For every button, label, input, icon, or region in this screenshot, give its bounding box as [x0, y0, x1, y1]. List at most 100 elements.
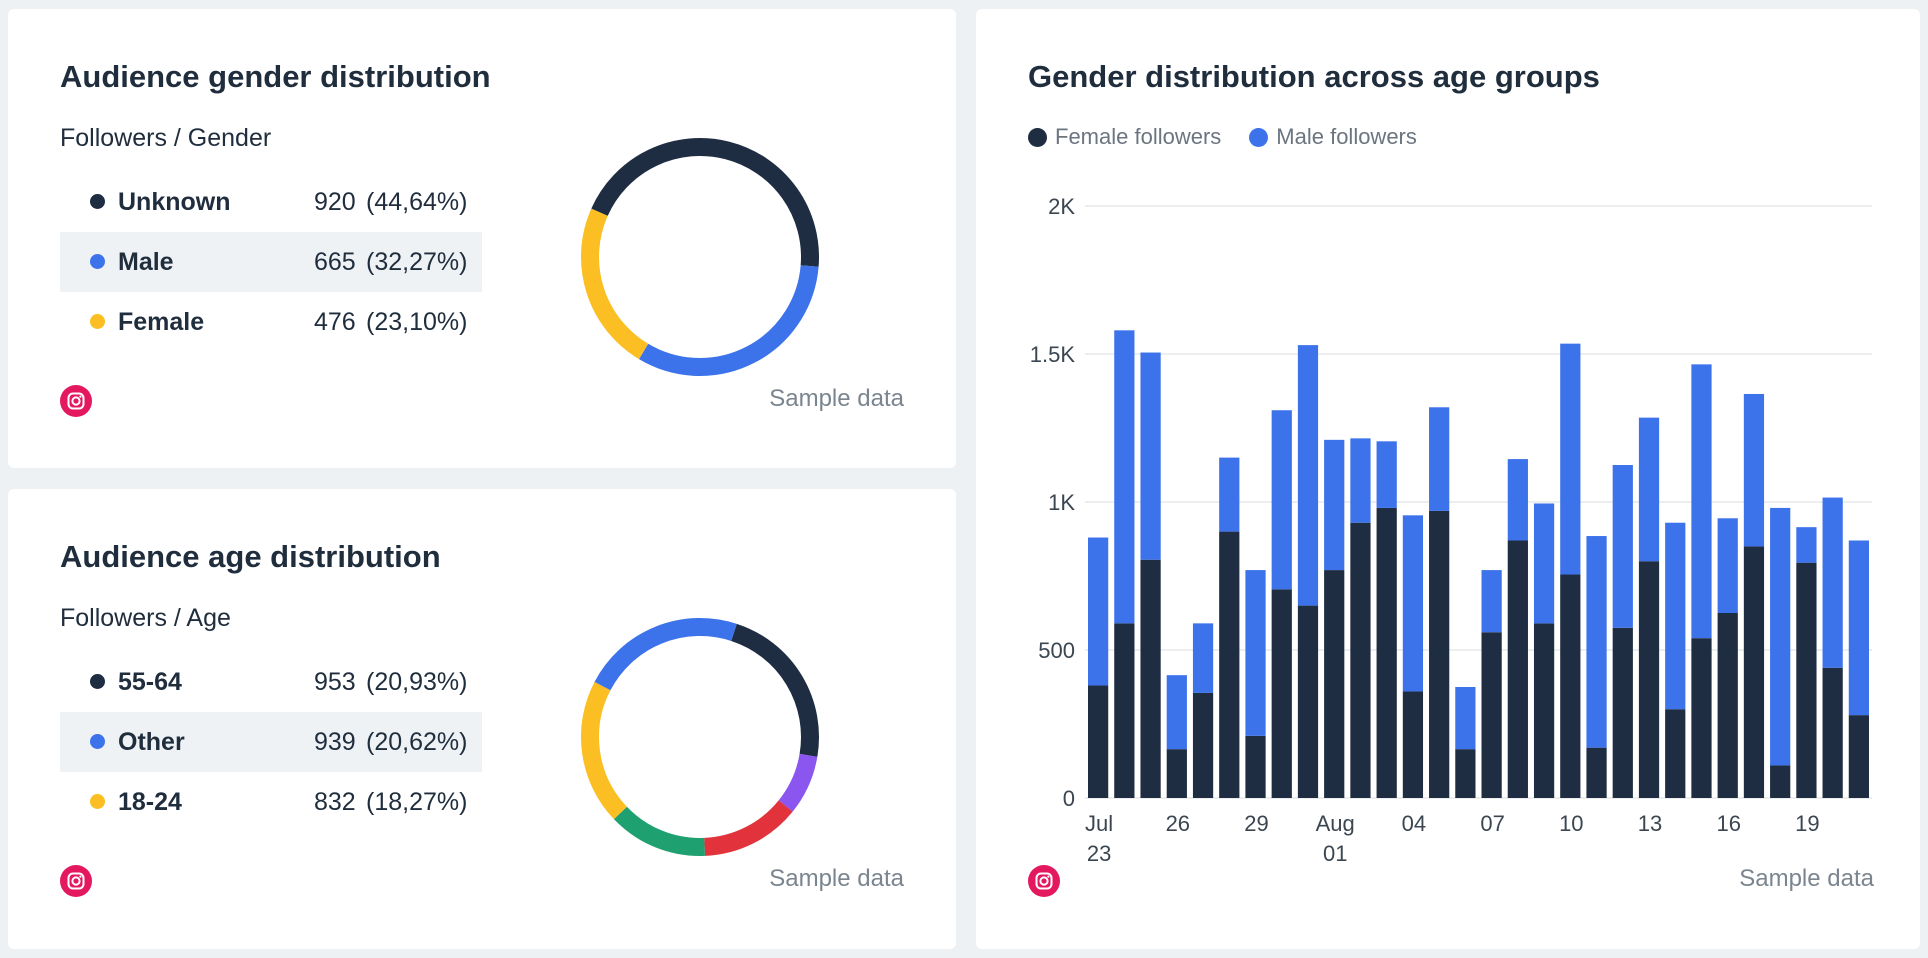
bar-male[interactable] — [1245, 570, 1266, 736]
legend-row[interactable]: Other 939 (20,62%) — [60, 712, 482, 772]
bar-female[interactable] — [1402, 691, 1424, 798]
bar-female[interactable] — [1114, 623, 1135, 798]
bar-male[interactable] — [1770, 507, 1791, 766]
bar-female[interactable] — [1481, 632, 1502, 798]
bar-female[interactable] — [1533, 623, 1555, 798]
bar-female[interactable] — [1455, 749, 1476, 798]
instagram-icon — [60, 865, 92, 897]
legend-dot — [90, 794, 105, 809]
bar-male[interactable] — [1638, 417, 1660, 562]
bar-male[interactable] — [1429, 407, 1450, 511]
donut-slice-35-44[interactable] — [703, 800, 793, 856]
bar-male[interactable] — [1691, 364, 1712, 639]
bar-female[interactable] — [1271, 589, 1292, 798]
legend-item-female[interactable]: Female followers — [1028, 124, 1221, 150]
bar-chart-legend: Female followers Male followers — [1028, 124, 1445, 150]
legend-value: 939 — [314, 727, 356, 756]
bar-female[interactable] — [1796, 562, 1817, 798]
bar-male[interactable] — [1848, 540, 1869, 716]
bar-female[interactable] — [1691, 638, 1712, 798]
legend-value: 920 — [314, 187, 356, 216]
bar-female[interactable] — [1717, 613, 1738, 798]
bar-female[interactable] — [1324, 570, 1345, 798]
y-tick-label: 1.5K — [1030, 342, 1076, 367]
legend-item-male[interactable]: Male followers — [1249, 124, 1417, 150]
legend-row[interactable]: Male 665 (32,27%) — [60, 232, 482, 292]
bar-female[interactable] — [1350, 522, 1371, 798]
donut-slice-unknown[interactable] — [591, 138, 819, 267]
bar-female[interactable] — [1743, 546, 1765, 798]
bar-female[interactable] — [1638, 561, 1660, 798]
bar-male[interactable] — [1481, 570, 1502, 633]
bar-male[interactable] — [1560, 343, 1581, 575]
legend-label: Unknown — [118, 187, 231, 216]
bar-female[interactable] — [1245, 735, 1266, 798]
bar-female[interactable] — [1192, 692, 1214, 798]
bar-male[interactable] — [1402, 515, 1424, 692]
bar-male[interactable] — [1822, 497, 1843, 668]
bar-male[interactable] — [1166, 675, 1187, 750]
legend-row[interactable]: Female 476 (23,10%) — [60, 292, 482, 352]
y-tick-label: 2K — [1048, 194, 1075, 219]
donut-slice-male[interactable] — [638, 265, 819, 376]
bar-female[interactable] — [1560, 574, 1581, 798]
legend-dot — [90, 194, 105, 209]
legend-label: Male — [118, 247, 174, 276]
bar-female[interactable] — [1166, 749, 1187, 798]
card-title: Gender distribution across age groups — [1028, 59, 1600, 94]
bar-female[interactable] — [1219, 531, 1240, 798]
bar-female[interactable] — [1088, 685, 1109, 798]
bar-female[interactable] — [1429, 510, 1450, 798]
bar-male[interactable] — [1088, 537, 1109, 686]
legend-label: Female followers — [1055, 124, 1222, 149]
bar-male[interactable] — [1533, 503, 1555, 624]
legend-row[interactable]: 55-64 953 (20,93%) — [60, 652, 482, 712]
donut-slice-25-34[interactable] — [778, 753, 818, 812]
bar-male[interactable] — [1586, 536, 1607, 748]
gender-donut-chart[interactable] — [570, 127, 830, 387]
bar-male[interactable] — [1507, 459, 1528, 541]
bar-female[interactable] — [1140, 559, 1161, 798]
bar-male[interactable] — [1350, 438, 1371, 523]
bar-female[interactable] — [1376, 507, 1397, 798]
bar-male[interactable] — [1271, 410, 1292, 590]
donut-slice-45-54[interactable] — [613, 806, 705, 856]
legend-row[interactable]: Unknown 920 (44,64%) — [60, 172, 482, 232]
legend-label: Male followers — [1276, 124, 1417, 149]
bar-male[interactable] — [1376, 441, 1397, 508]
instagram-icon — [60, 385, 92, 417]
legend-percent: (18,27%) — [366, 787, 468, 816]
age-donut-chart[interactable] — [570, 607, 830, 867]
legend-row[interactable]: 18-24 832 (18,27%) — [60, 772, 482, 832]
bar-female[interactable] — [1586, 747, 1607, 798]
legend-percent: (32,27%) — [366, 247, 468, 276]
donut-slice-18-24[interactable] — [581, 681, 628, 820]
bar-female[interactable] — [1770, 765, 1791, 798]
bar-male[interactable] — [1114, 330, 1135, 624]
bar-male[interactable] — [1219, 457, 1240, 532]
bar-female[interactable] — [1822, 667, 1843, 798]
bar-female[interactable] — [1665, 709, 1686, 798]
bar-male[interactable] — [1455, 687, 1476, 750]
bar-male[interactable] — [1743, 393, 1765, 547]
bar-female[interactable] — [1297, 605, 1319, 798]
bar-male[interactable] — [1192, 623, 1214, 693]
bar-male[interactable] — [1140, 352, 1161, 560]
donut-slice-other[interactable] — [594, 618, 737, 691]
bar-male[interactable] — [1324, 439, 1345, 571]
donut-slice-55-64[interactable] — [731, 623, 819, 757]
bar-male[interactable] — [1665, 522, 1686, 710]
bar-female[interactable] — [1612, 627, 1633, 798]
x-tick-label: 19 — [1795, 811, 1819, 836]
bar-male[interactable] — [1717, 518, 1738, 613]
legend-value: 665 — [314, 247, 356, 276]
bar-male[interactable] — [1297, 345, 1319, 606]
x-tick-label: 10 — [1559, 811, 1583, 836]
bar-female[interactable] — [1848, 715, 1869, 798]
bar-female[interactable] — [1507, 540, 1528, 798]
donut-slice-female[interactable] — [581, 208, 649, 360]
bar-male[interactable] — [1612, 465, 1633, 628]
card-title: Audience age distribution — [60, 539, 441, 574]
legend-percent: (20,93%) — [366, 667, 468, 696]
bar-male[interactable] — [1796, 527, 1817, 563]
